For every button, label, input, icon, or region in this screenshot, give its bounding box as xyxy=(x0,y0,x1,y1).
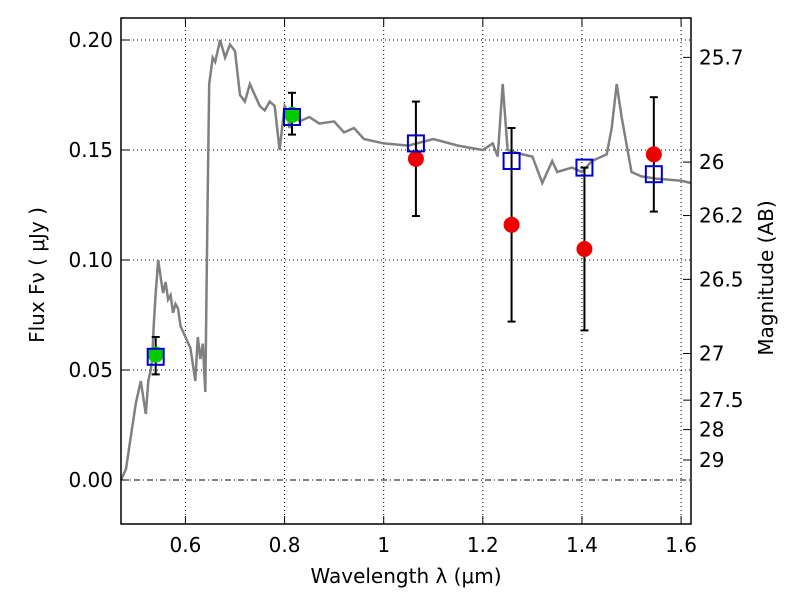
x-axis-label: Wavelength λ (μm) xyxy=(310,564,501,588)
observed-points-layer xyxy=(147,106,662,363)
y-tick-label: 0.05 xyxy=(68,358,113,382)
x-tick-label: 1.6 xyxy=(665,533,697,557)
model-spectrum-line xyxy=(119,39,692,481)
magnitude-tick-label: 26 xyxy=(699,150,724,174)
model-point xyxy=(283,108,301,126)
plot-background xyxy=(121,18,691,524)
y-axis-ticks: 0.00 0.05 0.10 0.15 0.20 xyxy=(68,28,129,492)
plot-frame xyxy=(120,17,692,525)
x-tick-label: 1.4 xyxy=(566,533,598,557)
magnitude-tick-label: 26.2 xyxy=(699,204,744,228)
y-tick-label: 0.10 xyxy=(68,248,113,272)
model-point xyxy=(406,134,425,153)
x-tick-label: 0.8 xyxy=(269,533,301,557)
x-axis-ticks: 0.6 0.8 1 1.2 1.4 1.6 xyxy=(170,18,697,557)
magnitude-tick-label: 25.7 xyxy=(699,45,744,69)
magnitude-tick-label: 26.5 xyxy=(699,267,744,291)
y-tick-label: 0.00 xyxy=(68,468,113,492)
magnitude-tick-label: 28 xyxy=(699,418,724,442)
magnitude-tick-label: 27 xyxy=(699,342,724,366)
x-tick-label: 1 xyxy=(377,533,390,557)
grid-layer xyxy=(121,18,691,524)
x-tick-label: 1.2 xyxy=(467,533,499,557)
observed-point xyxy=(503,216,520,233)
model-point xyxy=(146,347,165,366)
y-axis-label: Flux Fν ( μJy ) xyxy=(25,207,49,343)
magnitude-axis-label: Magnitude (AB) xyxy=(754,200,778,355)
model-point xyxy=(575,158,594,177)
y-tick-label: 0.20 xyxy=(68,28,113,52)
model-point xyxy=(502,152,521,170)
observed-point xyxy=(645,146,662,163)
observed-point xyxy=(407,150,424,167)
magnitude-tick-label: 29 xyxy=(699,448,724,472)
model-points-layer xyxy=(146,108,663,366)
observed-point xyxy=(576,241,593,257)
magnitude-axis-ticks: 25.7 26 26.2 26.5 27 27.5 28 29 xyxy=(683,45,744,472)
y-tick-label: 0.15 xyxy=(68,138,113,162)
magnitude-tick-label: 27.5 xyxy=(699,388,744,412)
model-point xyxy=(644,165,663,184)
x-tick-label: 0.6 xyxy=(170,533,202,557)
